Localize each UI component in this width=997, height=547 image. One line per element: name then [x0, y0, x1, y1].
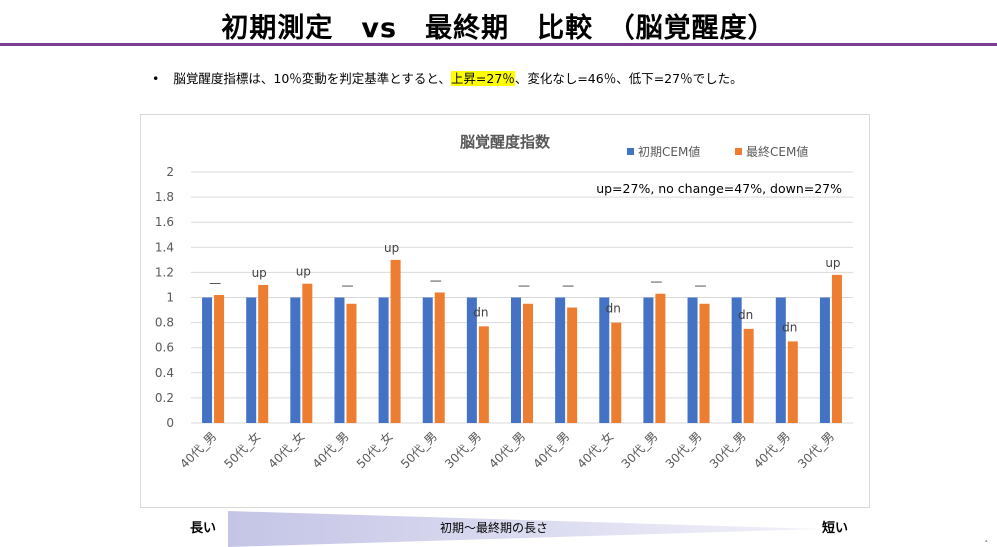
bar-initial — [643, 297, 654, 423]
chart-annotation: up=27%, no change=47%, down=27% — [596, 181, 842, 196]
bar-final — [478, 326, 489, 423]
bar-data-label: dn — [606, 302, 621, 316]
legend-swatch — [735, 148, 742, 155]
bar-final — [567, 307, 578, 423]
x-tick-label: 50代_女 — [221, 429, 264, 472]
bar-initial — [202, 297, 213, 423]
bar-final — [611, 322, 622, 423]
bar-initial — [819, 297, 830, 423]
bar-final — [434, 292, 445, 423]
bar-initial — [555, 297, 566, 423]
y-tick-label: 1.8 — [155, 190, 174, 204]
duration-arrow-label: 初期～最終期の長さ — [440, 521, 549, 535]
summary-text-post: 、変化なし=46％、低下=27％でした。 — [514, 71, 743, 86]
x-tick-label: 50代_男 — [398, 429, 440, 471]
bar-final — [831, 274, 842, 423]
bar-data-label: — — [209, 276, 221, 290]
bar-data-label: — — [430, 273, 442, 287]
bar-initial — [246, 297, 257, 423]
x-tick-label: 30代_男 — [707, 429, 749, 471]
bar-data-label: — — [518, 279, 530, 293]
bar-data-label: up — [296, 265, 311, 279]
bar-initial — [466, 297, 477, 423]
y-tick-label: 0 — [166, 416, 174, 430]
legend-label: 初期CEM値 — [638, 144, 700, 159]
x-tick-label: 30代_男 — [619, 429, 661, 471]
bar-initial — [599, 297, 610, 423]
y-tick-label: 0.6 — [155, 341, 174, 355]
bar-final — [390, 259, 401, 423]
x-tick-label: 30代_男 — [795, 429, 837, 471]
bar-data-label: — — [695, 279, 707, 293]
bar-final — [699, 303, 710, 423]
y-tick-label: 1.4 — [155, 240, 174, 254]
y-tick-label: 0.2 — [155, 391, 174, 405]
y-tick-label: 0.4 — [155, 366, 174, 380]
bullet-symbol: • — [152, 71, 160, 86]
summary-bullet: • 脳覚醒度指標は、10％変動を判定基準とすると、上昇=27％、変化なし=46％、… — [152, 68, 743, 87]
bar-final — [523, 303, 533, 423]
x-tick-label: 40代_男 — [310, 429, 352, 471]
bar-data-label: up — [825, 256, 840, 270]
y-tick-label: 1.6 — [155, 215, 174, 229]
bar-data-label: dn — [738, 308, 753, 322]
bar-initial — [378, 297, 389, 423]
title-divider — [0, 43, 997, 46]
bar-data-label: up — [384, 241, 399, 255]
bar-data-label: dn — [782, 320, 797, 334]
y-tick-label: 1.2 — [155, 265, 174, 279]
x-tick-label: 40代_男 — [486, 429, 528, 471]
bar-initial — [290, 297, 301, 423]
legend-label: 最終CEM値 — [746, 144, 808, 159]
bar-initial — [775, 297, 786, 423]
x-tick-label: 40代_男 — [530, 429, 572, 471]
legend-swatch — [627, 148, 634, 155]
bar-data-label: — — [562, 279, 574, 293]
bar-data-label: dn — [473, 305, 488, 319]
bar-initial — [731, 297, 742, 423]
duration-wedge — [228, 511, 820, 547]
x-tick-label: 40代_女 — [574, 429, 617, 472]
x-tick-label: 40代_女 — [265, 429, 308, 472]
x-tick-label: 30代_男 — [442, 429, 484, 471]
y-tick-label: 1 — [166, 291, 174, 305]
x-tick-label: 30代_男 — [663, 429, 705, 471]
bar-data-label: — — [650, 275, 662, 289]
y-tick-label: 0.8 — [155, 316, 174, 330]
bar-initial — [687, 297, 698, 423]
bar-final — [214, 294, 225, 423]
bar-final — [787, 341, 798, 423]
x-tick-label: 50代_女 — [353, 429, 396, 472]
summary-text-pre: 脳覚醒度指標は、10％変動を判定基準とすると、 — [173, 71, 451, 86]
bar-final — [655, 293, 666, 423]
long-label: 長い — [190, 521, 217, 536]
page-title: 初期測定 vs 最終期 比較 （脳覚醒度） — [221, 13, 776, 44]
chart-title: 脳覚醒度指数 — [460, 133, 551, 151]
bar-final — [302, 283, 313, 423]
bar-data-label: — — [341, 279, 353, 293]
bar-initial — [334, 297, 345, 423]
bar-final — [346, 303, 357, 423]
corner-dot: ▴ — [985, 538, 988, 544]
bar-final — [258, 284, 269, 423]
y-tick-label: 2 — [166, 165, 174, 179]
chart-area: 0 0.2 0.4 0.6 0.8 1 1.2 1.4 1.6 1.8 2 脳覚醒度指数初期CEM値 最… — [140, 114, 870, 508]
bar-initial — [422, 297, 433, 423]
bar-data-label: up — [252, 266, 267, 280]
summary-highlight: 上昇=27％ — [450, 71, 515, 86]
x-tick-label: 40代_男 — [751, 429, 793, 471]
x-tick-label: 40代_男 — [177, 429, 219, 471]
short-label: 短い — [822, 521, 849, 536]
bar-final — [743, 328, 754, 423]
bar-initial — [511, 297, 521, 423]
